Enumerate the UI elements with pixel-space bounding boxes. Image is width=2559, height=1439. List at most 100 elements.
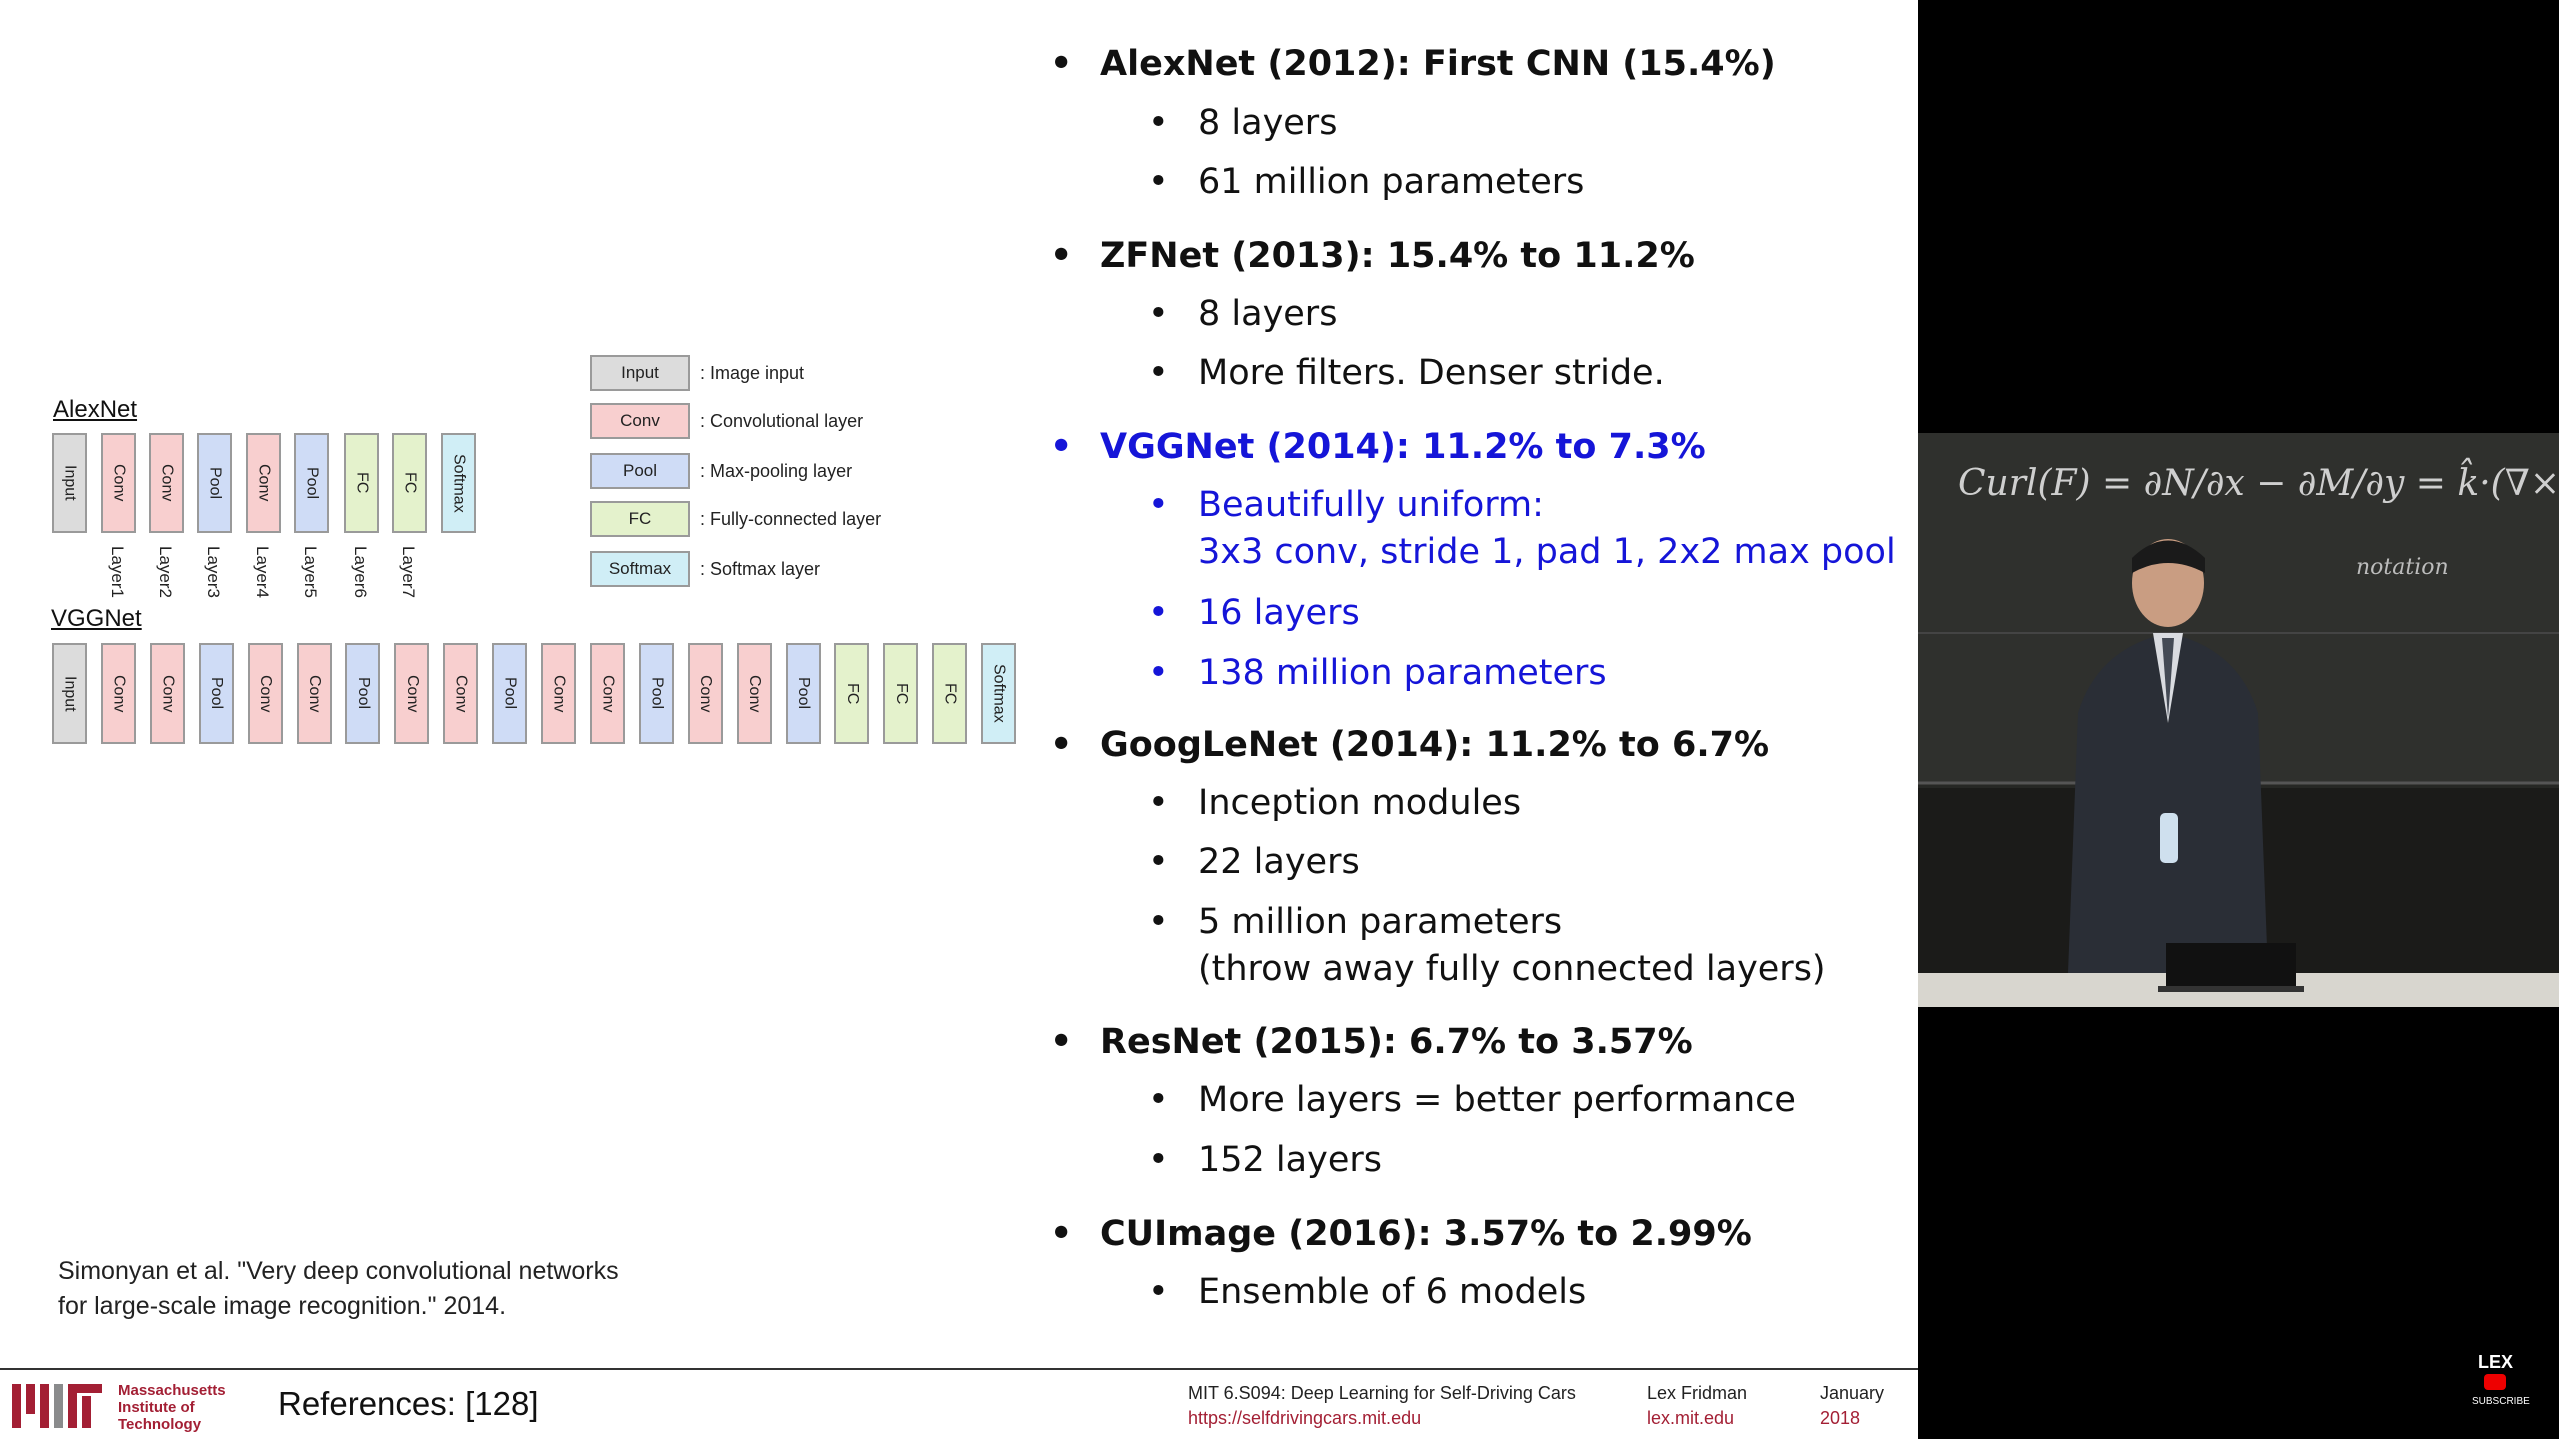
layer-type-label: Conv: [110, 674, 128, 713]
legend-swatch: Softmax: [590, 551, 690, 587]
date-year: 2018: [1820, 1408, 1861, 1428]
vggnet-layer-pool: Pool: [198, 643, 234, 744]
layer-type-label: Conv: [550, 674, 568, 713]
vggnet-layer-conv: Conv: [394, 643, 430, 744]
alexnet-label: AlexNet: [53, 396, 138, 423]
citation-line-1: Simonyan et al. "Very deep convolutional…: [58, 1257, 619, 1285]
mit-name-line-1: Massachusetts: [118, 1382, 226, 1399]
layer-type-label: FC: [941, 682, 959, 705]
alexnet-layer-index: Layer3: [204, 546, 223, 598]
references: References: [128]: [278, 1385, 539, 1422]
sub-bullet-text: 22 layers: [1198, 842, 1360, 882]
vggnet-layer-conv: Conv: [736, 643, 772, 744]
bullet-dot-icon: •: [1148, 353, 1169, 393]
alexnet-layer-fc: FC: [344, 433, 379, 533]
author-url-link[interactable]: lex.mit.edu: [1647, 1408, 1735, 1428]
vggnet-layer-conv: Conv: [149, 643, 185, 744]
sub-bullet-text: Beautifully uniform: 3x3 conv, stride 1,…: [1198, 485, 1896, 572]
subscribe-label[interactable]: SUBSCRIBE: [2472, 1396, 2530, 1407]
vggnet-layer-fc: FC: [834, 643, 870, 744]
sub-bullet-text: Inception modules: [1198, 783, 1522, 823]
legend-item-input: Input : Image input: [590, 354, 804, 392]
alexnet-layer-softmax: Softmax: [441, 433, 476, 533]
bullet-dot-icon: •: [1148, 162, 1169, 202]
layer-type-label: Conv: [599, 674, 617, 713]
vggnet-layer-fc: FC: [932, 643, 968, 744]
vggnet-layer-conv: Conv: [296, 643, 332, 744]
sub-bullet-text: More filters. Denser stride.: [1198, 353, 1665, 393]
alexnet-layer-index: Layer1: [108, 546, 127, 598]
citation: Simonyan et al. "Very deep convolutional…: [58, 1254, 619, 1324]
youtube-play-icon[interactable]: [2484, 1374, 2506, 1390]
sub-bullet-text: Ensemble of 6 models: [1198, 1272, 1587, 1312]
bullet-dot-icon: •: [1148, 653, 1169, 693]
alexnet-layer-fc: FC: [392, 433, 427, 533]
layer-type-label: Conv: [452, 674, 470, 713]
bullet-dot-icon: •: [1050, 725, 1073, 765]
legend-swatch: FC: [590, 501, 690, 537]
bullet-dot-icon: •: [1148, 485, 1169, 525]
course-url-link[interactable]: https://selfdrivingcars.mit.edu: [1188, 1408, 1422, 1428]
bullet-dot-icon: •: [1148, 1080, 1169, 1120]
sub-bullet-text: 61 million parameters: [1198, 162, 1585, 202]
vggnet-layer-conv: Conv: [589, 643, 625, 744]
bullet-heading-text: GoogLeNet (2014): 11.2% to 6.7%: [1100, 725, 1770, 765]
legend-swatch: Pool: [590, 453, 690, 489]
vggnet-layer-conv: Conv: [247, 643, 283, 744]
layer-type-label: Conv: [159, 674, 177, 713]
lecture-video[interactable]: Curl(F) = ∂N/∂x − ∂M/∂y = k̂·(∇×F) notat…: [1918, 433, 2559, 1007]
layer-type-label: Softmax: [450, 453, 468, 513]
citation-line-2: for large-scale image recognition." 2014…: [58, 1292, 507, 1320]
alexnet-layer-conv: Conv: [149, 433, 184, 533]
layer-type-label: Conv: [746, 674, 764, 713]
alexnet-layer-pool: Pool: [294, 433, 329, 533]
alexnet-layer-index: Layer2: [156, 546, 175, 598]
vggnet-layer-pool: Pool: [638, 643, 674, 744]
course-title: MIT 6.S094: Deep Learning for Self-Drivi…: [1188, 1383, 1576, 1403]
vggnet-layer-pool: Pool: [785, 643, 821, 744]
mit-name: Massachusetts Institute of Technology: [118, 1382, 226, 1433]
vggnet-layer-input: Input: [52, 643, 87, 744]
vggnet-layer-conv: Conv: [687, 643, 723, 744]
vggnet-layer-conv: Conv: [100, 643, 136, 744]
bullet-dot-icon: •: [1148, 1272, 1169, 1312]
mit-logo-icon: [12, 1384, 102, 1428]
vggnet-layer-fc: FC: [883, 643, 919, 744]
layer-type-label: FC: [401, 472, 419, 494]
legend-description: : Image input: [700, 362, 805, 383]
layer-type-label: Conv: [255, 464, 273, 502]
sub-bullet-text: More layers = better performance: [1198, 1080, 1796, 1120]
mit-name-line-2: Institute of: [118, 1399, 195, 1416]
bullet-heading-text: AlexNet (2012): First CNN (15.4%): [1100, 44, 1776, 84]
layer-type-label: Conv: [110, 464, 128, 502]
layer-type-label: Pool: [354, 677, 372, 710]
vggnet-layer-conv: Conv: [541, 643, 576, 744]
legend-item-softmax: Softmax: Softmax layer: [590, 550, 820, 588]
layer-type-label: Pool: [501, 677, 519, 710]
sub-bullet-text: 8 layers: [1198, 103, 1338, 143]
bullet-dot-icon: •: [1148, 103, 1169, 143]
sub-bullet-text: 138 million parameters: [1198, 653, 1607, 693]
alexnet-layer-input: Input: [52, 433, 87, 533]
sub-bullet-text: 5 million parameters (throw away fully c…: [1198, 902, 1826, 989]
footer-divider: [0, 1368, 1918, 1370]
legend-item-pool: Pool: Max-pooling layer: [590, 452, 852, 490]
board-equation: Curl(F) = ∂N/∂x − ∂M/∂y = k̂·(∇×F): [1958, 463, 2559, 504]
legend-swatch: Input: [590, 355, 690, 391]
vggnet-layer-pool: Pool: [492, 643, 528, 744]
sub-bullet-text: 16 layers: [1198, 593, 1360, 633]
bullet-dot-icon: •: [1148, 1140, 1169, 1180]
layer-type-label: Softmax: [990, 664, 1008, 723]
channel-logo[interactable]: LEX: [2478, 1352, 2514, 1372]
bullet-dot-icon: •: [1050, 1214, 1073, 1254]
layer-type-label: FC: [843, 682, 861, 705]
bullet-dot-icon: •: [1148, 783, 1169, 823]
vggnet-layer-pool: Pool: [345, 643, 381, 744]
alexnet-layer-index: Layer4: [253, 546, 272, 598]
bullet-dot-icon: •: [1148, 294, 1169, 334]
course-info: MIT 6.S094: Deep Learning for Self-Drivi…: [1188, 1381, 1576, 1431]
bullet-heading-text: ZFNet (2013): 15.4% to 11.2%: [1100, 236, 1695, 276]
bullet-heading-text: CUImage (2016): 3.57% to 2.99%: [1100, 1214, 1752, 1254]
bullet-dot-icon: •: [1050, 1022, 1073, 1062]
alexnet-layer-conv: Conv: [246, 433, 281, 533]
